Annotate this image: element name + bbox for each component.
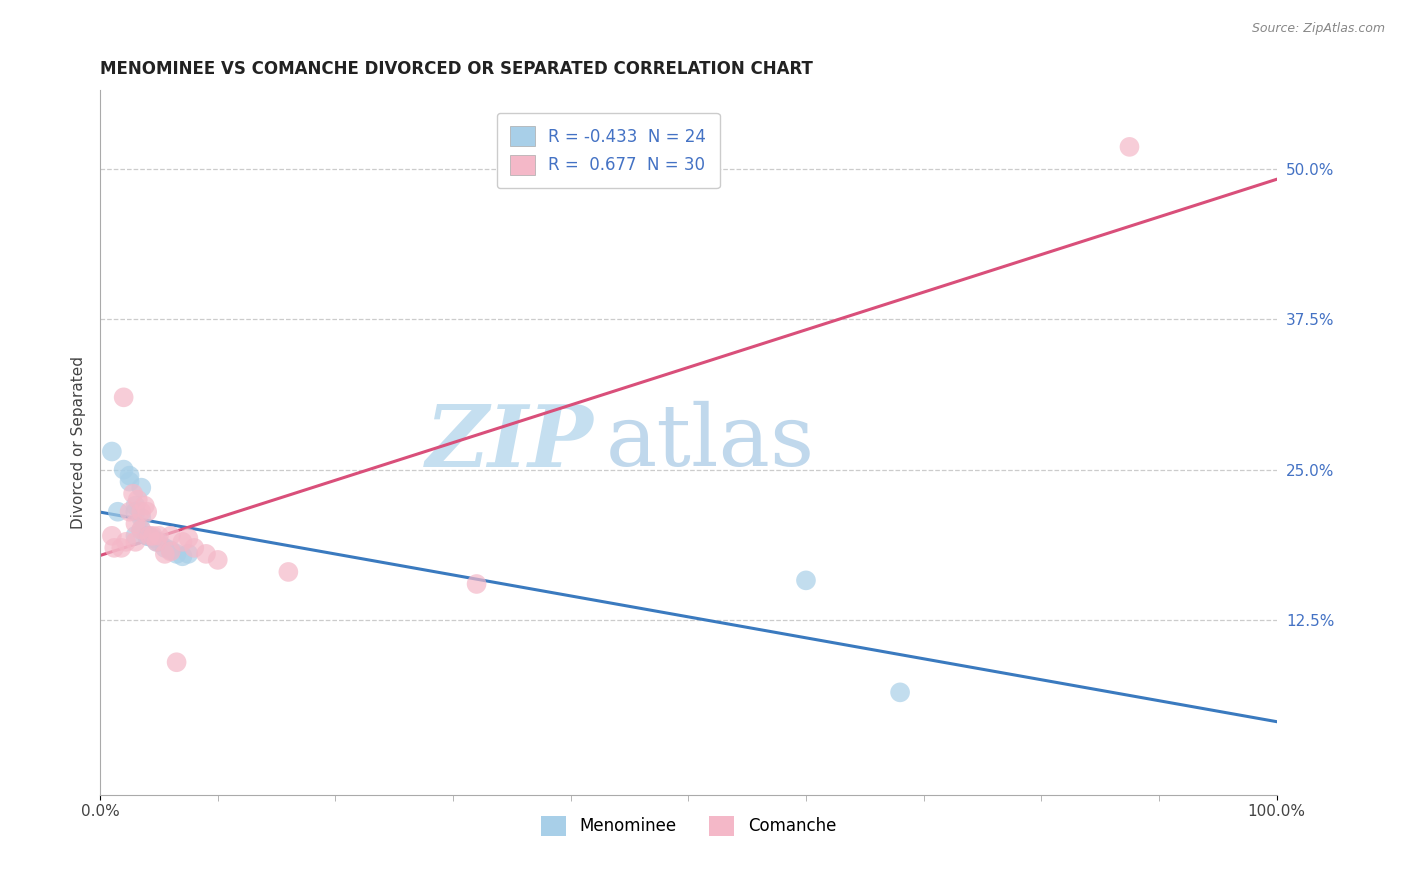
Point: [124, 499, 146, 513]
Point: [124, 516, 146, 531]
Point: [166, 547, 188, 561]
Point: [794, 574, 817, 588]
Point: [159, 529, 181, 543]
Point: [110, 541, 132, 555]
Point: [131, 523, 153, 537]
Point: [124, 505, 146, 519]
Point: [112, 462, 135, 476]
Point: [195, 547, 218, 561]
Point: [138, 529, 160, 543]
Point: [101, 444, 124, 458]
Text: MENOMINEE VS COMANCHE DIVORCED OR SEPARATED CORRELATION CHART: MENOMINEE VS COMANCHE DIVORCED OR SEPARA…: [100, 60, 813, 78]
Point: [103, 541, 125, 555]
Point: [148, 529, 170, 543]
Point: [131, 510, 153, 524]
Point: [134, 499, 156, 513]
Point: [136, 529, 159, 543]
Point: [118, 475, 141, 489]
Legend: Menominee, Comanche: Menominee, Comanche: [534, 809, 842, 843]
Point: [122, 486, 145, 500]
Point: [148, 534, 170, 549]
Point: [118, 505, 141, 519]
Point: [153, 541, 176, 555]
Point: [131, 481, 153, 495]
Point: [115, 534, 138, 549]
Point: [159, 543, 181, 558]
Point: [131, 523, 153, 537]
Point: [107, 505, 129, 519]
Point: [136, 529, 159, 543]
Point: [172, 534, 194, 549]
Point: [172, 549, 194, 564]
Point: [118, 468, 141, 483]
Point: [124, 529, 146, 543]
Point: [136, 505, 159, 519]
Point: [159, 544, 181, 558]
Point: [136, 529, 159, 543]
Point: [166, 655, 188, 669]
Point: [277, 565, 299, 579]
Point: [207, 553, 229, 567]
Point: [145, 534, 167, 549]
Point: [112, 390, 135, 404]
Point: [153, 547, 176, 561]
Point: [131, 505, 153, 519]
Point: [1118, 140, 1140, 154]
Point: [124, 534, 146, 549]
Point: [145, 534, 167, 549]
Point: [177, 531, 200, 545]
Point: [889, 685, 911, 699]
Point: [142, 531, 165, 545]
Text: ZIP: ZIP: [426, 401, 595, 484]
Point: [177, 547, 200, 561]
Y-axis label: Divorced or Separated: Divorced or Separated: [72, 356, 86, 529]
Text: Source: ZipAtlas.com: Source: ZipAtlas.com: [1251, 22, 1385, 36]
Point: [465, 577, 488, 591]
Point: [127, 492, 149, 507]
Point: [183, 541, 205, 555]
Point: [142, 529, 165, 543]
Text: atlas: atlas: [606, 401, 815, 484]
Point: [101, 529, 124, 543]
